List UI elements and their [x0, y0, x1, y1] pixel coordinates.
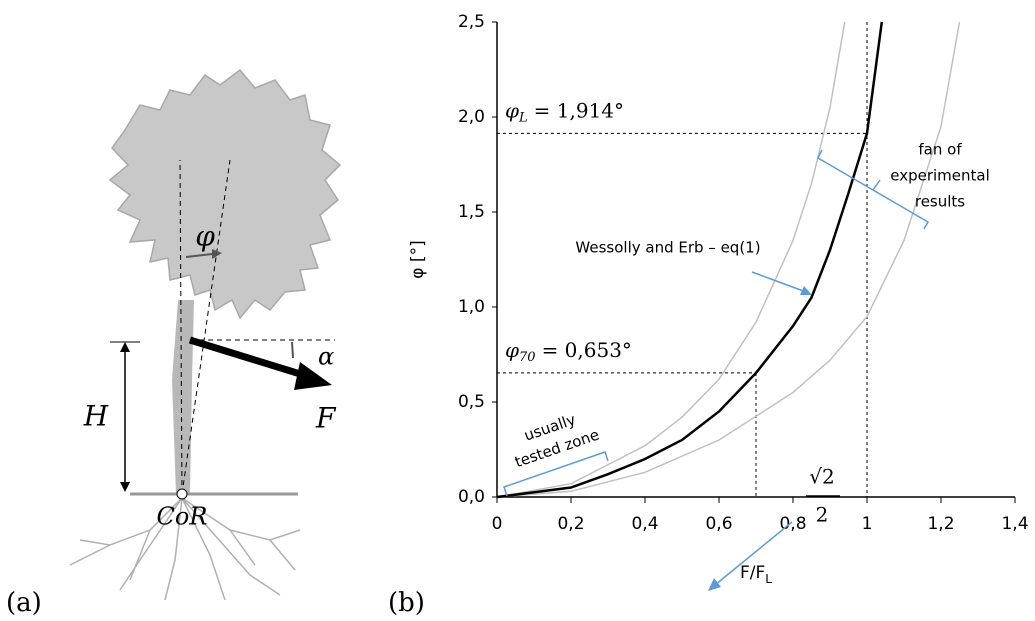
annotation-symbol: φ — [505, 337, 519, 361]
phi-arrowhead — [212, 249, 222, 259]
fan-label: results — [915, 193, 965, 211]
alpha-arc — [291, 341, 294, 359]
alpha-label: α — [318, 343, 334, 371]
force-arrow — [188, 336, 312, 381]
trunk — [172, 300, 194, 494]
y-tick-label: 1,5 — [458, 202, 485, 222]
fan-label: experimental — [890, 167, 990, 185]
plot: 0,0 0,5 1,0 1,5 2,0 2,5 0 0,2 0,4 0,6 0,8 1 1,2 1,4 φ … — [408, 12, 1029, 591]
annotation-subscript: 70 — [519, 349, 536, 364]
fraction-numerator: √2 — [809, 465, 834, 489]
x-tick-label: 0,8 — [779, 514, 806, 534]
panel-label: (a) — [6, 588, 42, 618]
y-axis-label: φ [°] — [408, 240, 428, 278]
tilted-axis — [181, 159, 231, 495]
tree-diagram: φ α H F CoR — [69, 68, 342, 601]
force-label: F — [315, 402, 337, 435]
zone-bracket — [503, 451, 609, 497]
fraction-denominator: 2 — [816, 503, 829, 527]
vertical-reference — [179, 159, 183, 495]
height-label: H — [83, 400, 109, 433]
x-tick-label: 1,2 — [927, 514, 954, 534]
x-tick-label: 0,4 — [631, 514, 658, 534]
callout-arrow — [751, 271, 807, 293]
x-tick-label: 0,2 — [557, 514, 584, 534]
annotation-value: = 1,914° — [534, 98, 624, 122]
panel-label: (b) — [388, 588, 425, 618]
y-tick-label: 0,5 — [458, 392, 485, 412]
y-tick-label: 2,0 — [458, 107, 485, 127]
annotation-label: φL = 1,914° — [505, 98, 624, 125]
series-line — [496, 21, 884, 499]
callout-arrowhead — [800, 286, 812, 295]
fan-callout — [872, 179, 881, 191]
x-axis-label-sub: L — [765, 572, 772, 586]
annotation-subscript: L — [518, 110, 528, 125]
x-axis-label-main: F/F — [740, 563, 765, 583]
cor-label: CoR — [157, 503, 208, 531]
x-tick-label: 1,4 — [1001, 514, 1028, 534]
fraction-arrowhead — [708, 578, 721, 591]
x-tick-label: 0 — [492, 514, 503, 534]
annotation-label: φ70 = 0,653° — [505, 337, 632, 364]
x-tick-label: 0,6 — [705, 514, 732, 534]
roots — [69, 497, 301, 601]
crown — [108, 68, 342, 320]
y-tick-label: 0,0 — [458, 487, 485, 507]
annotation-value: = 0,653° — [542, 337, 632, 361]
annotation-symbol: φ — [505, 98, 519, 122]
phi-label: φ — [195, 220, 215, 253]
force-arrowhead — [294, 362, 332, 390]
center-of-rotation — [176, 488, 188, 500]
x-axis-label: F/FL — [740, 563, 772, 586]
series-label: Wessolly and Erb – eq(1) — [575, 239, 760, 257]
phi-arrow — [185, 253, 213, 258]
fan-label: fan of — [918, 141, 962, 159]
series-line — [496, 21, 846, 498]
series-line — [496, 21, 961, 498]
y-tick-label: 1,0 — [458, 297, 485, 317]
y-tick-label: 2,5 — [458, 12, 485, 32]
x-tick-label: 1 — [862, 514, 873, 534]
fraction-arrow — [714, 521, 793, 586]
